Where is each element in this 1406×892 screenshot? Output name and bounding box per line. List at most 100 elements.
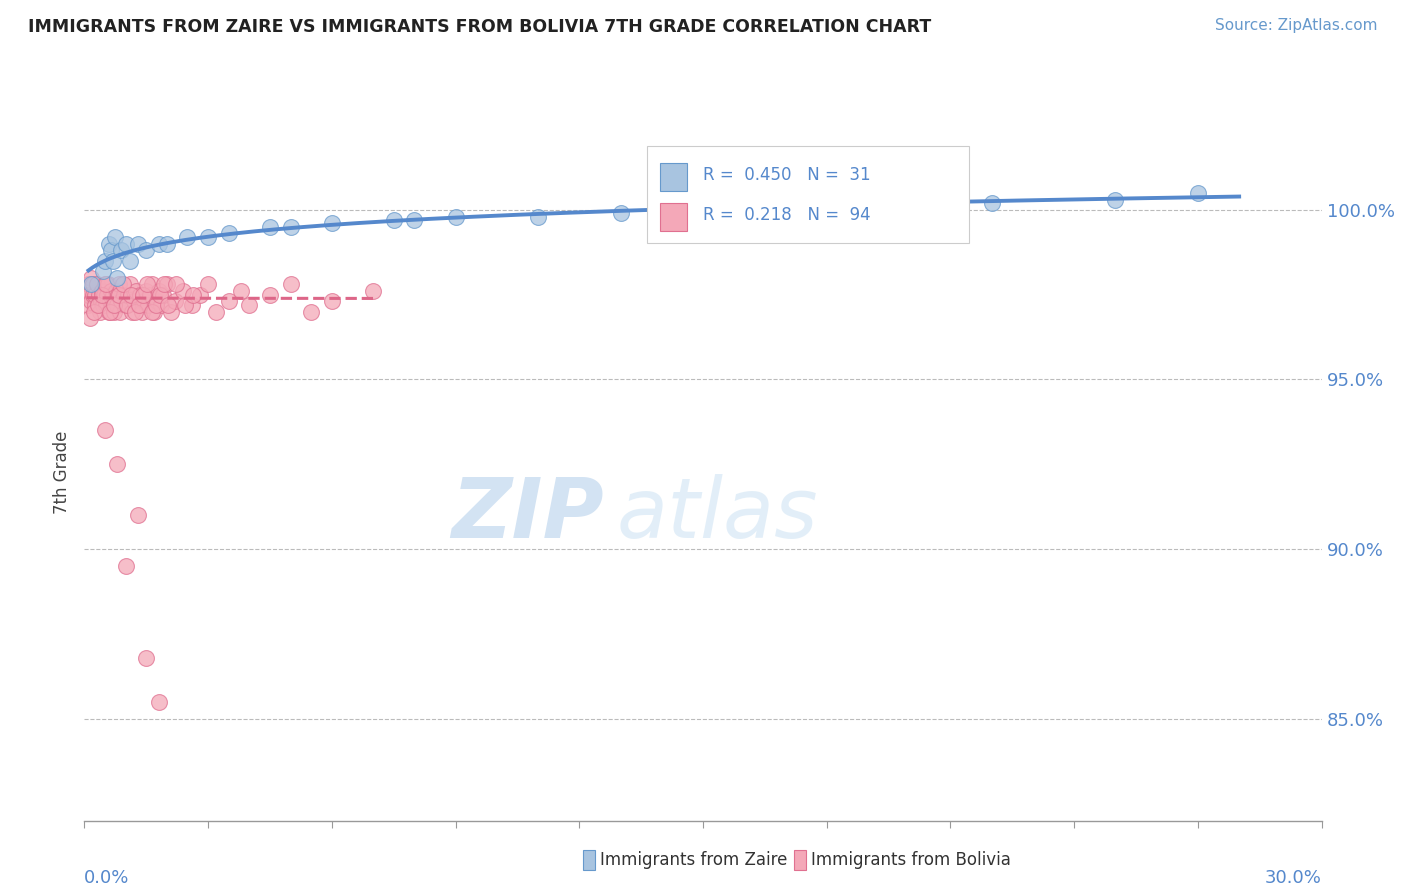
Point [136,277,159,292]
Point [93,287,115,301]
Point [609,206,631,220]
Point [97,277,120,292]
Point [404,213,426,227]
Point [107,287,129,301]
Point [527,210,550,224]
Point [91,264,114,278]
Point [122,294,145,309]
Point [229,284,252,298]
Point [280,277,302,292]
Point [321,294,343,309]
Point [280,219,302,234]
Point [153,277,176,292]
Point [103,304,125,318]
Point [127,298,149,312]
FancyBboxPatch shape [647,145,969,244]
Point [103,298,125,312]
Point [107,287,129,301]
Point [104,294,127,309]
Point [94,298,117,312]
Point [259,287,281,301]
Point [98,304,121,318]
Point [145,298,167,312]
Point [815,202,838,217]
Point [176,230,198,244]
Point [103,287,125,301]
Point [173,298,195,312]
Point [79,311,101,326]
Point [180,298,202,312]
Point [94,423,117,437]
Point [145,294,167,309]
Point [83,298,105,312]
Point [105,284,128,298]
Point [218,294,240,309]
Point [79,277,101,292]
Point [299,304,322,318]
Point [90,284,112,298]
Point [100,244,122,258]
Point [361,284,384,298]
Point [165,277,187,292]
Text: ZIP: ZIP [451,474,605,555]
Point [135,284,157,298]
Point [96,287,118,301]
Point [94,277,117,292]
Point [98,294,121,309]
Point [111,277,134,292]
Point [77,298,100,312]
Point [259,219,281,234]
Text: Immigrants from Zaire: Immigrants from Zaire [600,851,787,869]
Point [135,244,157,258]
Point [197,230,219,244]
Point [148,284,170,298]
Text: Source: ZipAtlas.com: Source: ZipAtlas.com [1215,18,1378,33]
Point [129,287,152,301]
Text: atlas: atlas [616,474,818,555]
Text: 0.0%: 0.0% [84,870,129,888]
Point [152,287,174,301]
Point [149,298,172,312]
Text: 30.0%: 30.0% [1265,870,1322,888]
Point [110,304,132,318]
Point [86,298,108,312]
FancyBboxPatch shape [659,203,688,231]
Point [91,298,114,312]
Point [197,277,219,292]
Point [114,559,136,574]
Point [136,298,159,312]
Point [188,287,211,301]
Point [127,236,149,251]
Point [218,227,240,241]
Point [120,287,142,301]
Point [172,284,194,298]
Point [104,230,127,244]
Point [135,650,157,665]
Point [156,277,179,292]
Point [94,253,117,268]
Point [98,304,121,318]
Point [76,277,98,292]
Point [89,304,111,318]
Point [160,304,183,318]
Point [141,304,163,318]
Point [125,284,148,298]
Text: Immigrants from Bolivia: Immigrants from Bolivia [811,851,1011,869]
Point [148,695,170,709]
Point [82,287,104,301]
Point [96,277,118,292]
Point [75,287,97,301]
Y-axis label: 7th Grade: 7th Grade [53,431,72,515]
Point [80,294,103,309]
Point [128,298,150,312]
Point [118,277,141,292]
Point [87,287,110,301]
Point [82,277,104,292]
Point [105,270,128,285]
Point [86,277,108,292]
Point [139,287,162,301]
Point [83,304,105,318]
Point [141,277,163,292]
Point [1187,186,1209,200]
Text: IMMIGRANTS FROM ZAIRE VS IMMIGRANTS FROM BOLIVIA 7TH GRADE CORRELATION CHART: IMMIGRANTS FROM ZAIRE VS IMMIGRANTS FROM… [28,18,931,36]
